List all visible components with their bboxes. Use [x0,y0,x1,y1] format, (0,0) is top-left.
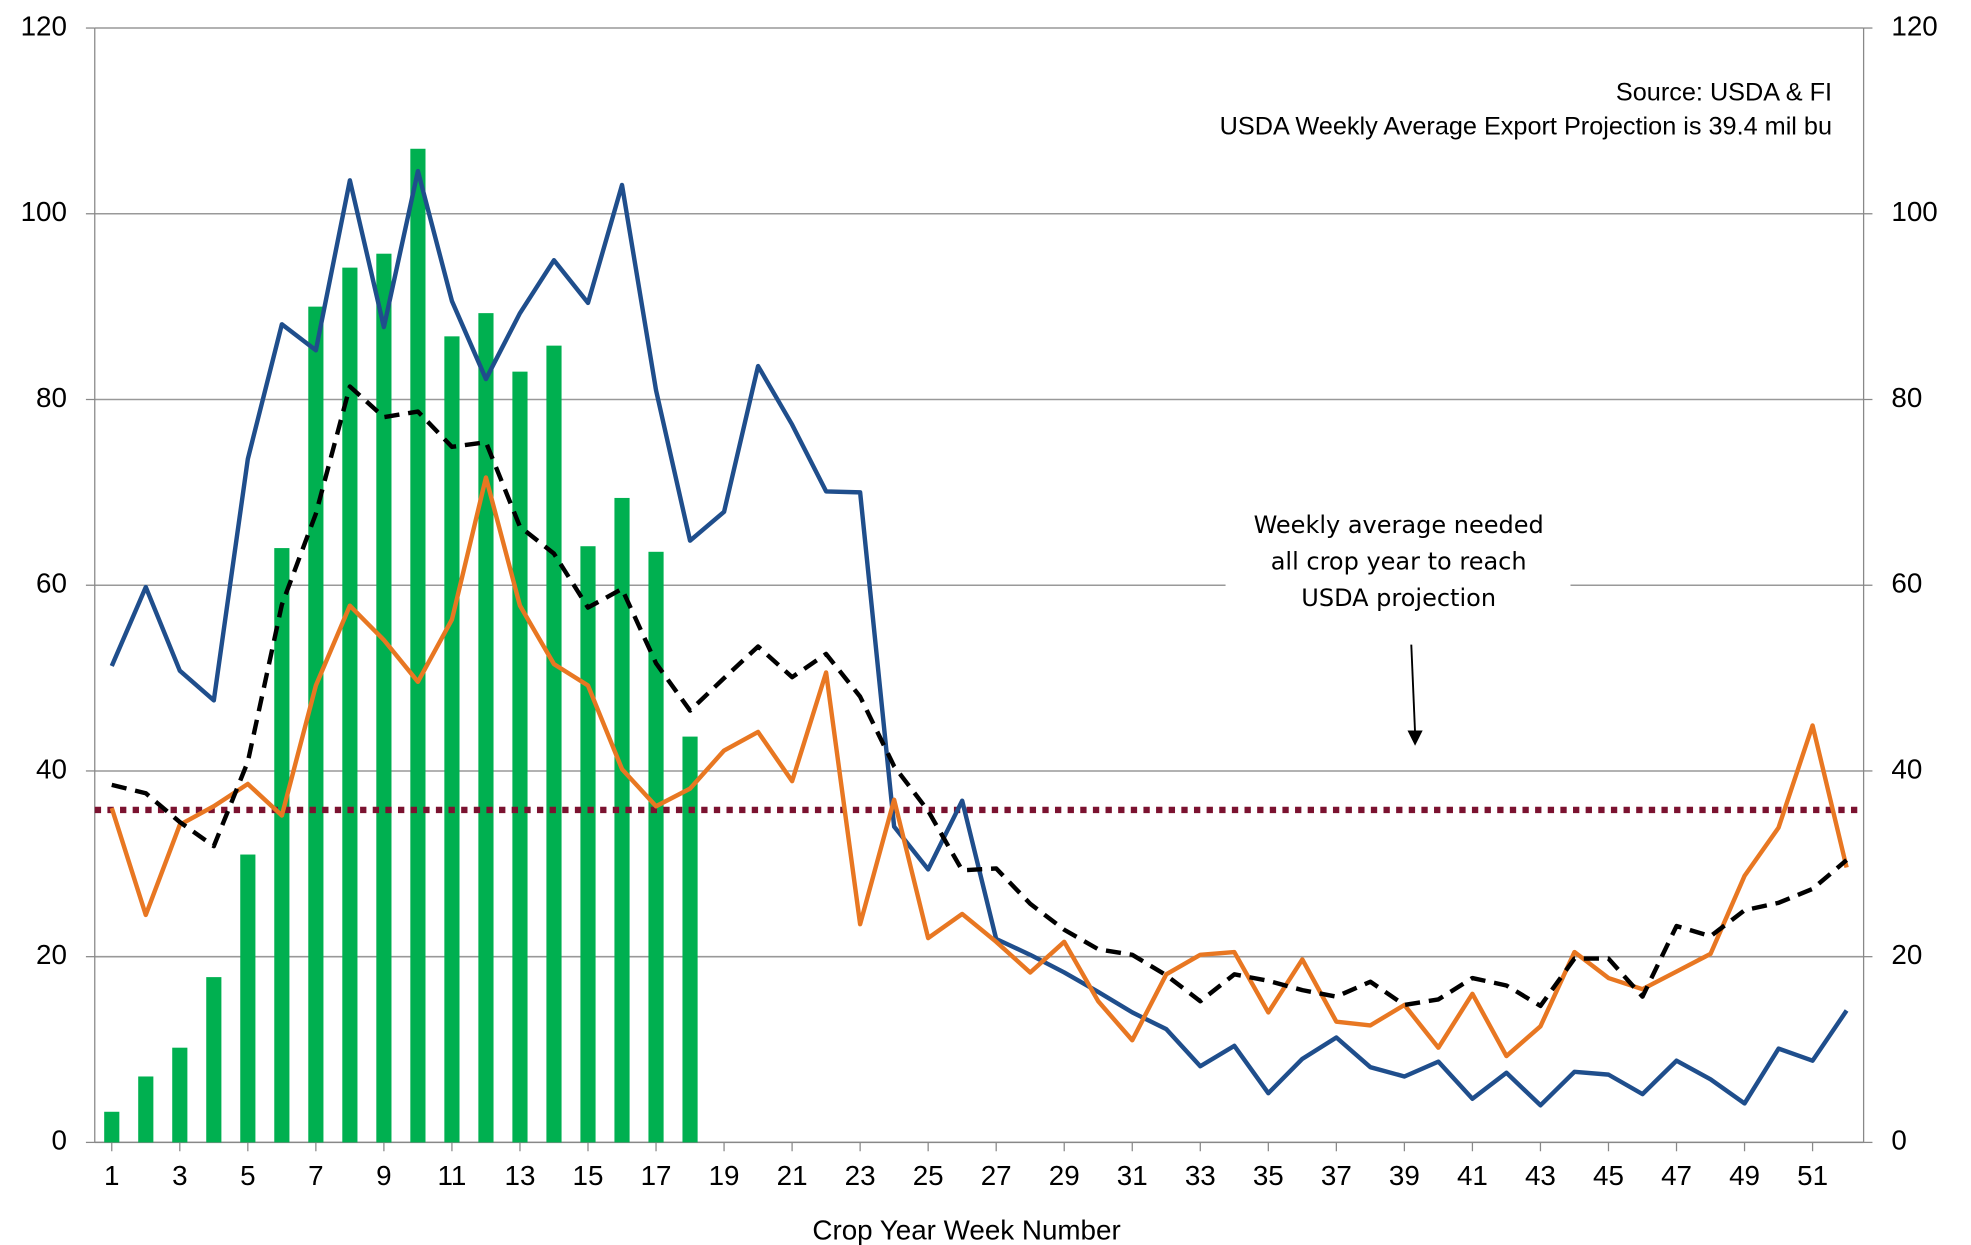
source: Source: USDA & FI [1616,78,1832,106]
x-tick-label: 13 [505,1160,536,1191]
bar [682,736,698,1143]
bar [546,345,562,1143]
bar [138,1076,154,1143]
x-tick-label: 21 [777,1160,808,1191]
x-tick-label: 45 [1593,1160,1624,1191]
bar [308,306,324,1143]
x-tick-label: 17 [641,1160,672,1191]
note: USDA Weekly Average Export Projection is… [1220,113,1832,141]
bar [580,546,596,1143]
y2-tick-label: 40 [1891,753,1922,784]
x-axis-title: Crop Year Week Number [812,1214,1120,1245]
x-tick-label: 9 [376,1160,391,1191]
y2-tick-label: 80 [1891,382,1922,413]
annotation: USDA projection [1301,584,1496,612]
annotation-bg [1225,503,1571,620]
x-tick-label: 37 [1321,1160,1352,1191]
y-tick-label: 120 [21,10,67,41]
y-tick-label: 60 [36,568,67,599]
x-tick-label: 29 [1049,1160,1080,1191]
bar [376,253,392,1143]
x-tick-label: 27 [981,1160,1012,1191]
bar [648,551,664,1143]
y2-tick-label: 120 [1891,10,1937,41]
y2-tick-label: 60 [1891,568,1922,599]
x-tick-label: 11 [438,1160,467,1191]
x-tick-label: 19 [709,1160,740,1191]
bar [172,1047,188,1143]
annotation: Weekly average needed [1254,511,1544,539]
x-tick-label: 41 [1457,1160,1488,1191]
x-tick-label: 25 [913,1160,944,1191]
line [109,475,1849,1059]
x-tick-label: 7 [308,1160,323,1191]
x-tick-label: 35 [1253,1160,1284,1191]
x-tick-label: 5 [240,1160,255,1191]
bar [274,548,290,1143]
x-tick-label: 47 [1661,1160,1692,1191]
x-tick-label: 23 [845,1160,876,1191]
x-tick-label: 49 [1729,1160,1760,1191]
y-tick-label: 80 [36,382,67,413]
bar [614,497,630,1143]
x-tick-label: 43 [1525,1160,1556,1191]
y-tick-label: 20 [36,939,67,970]
y2-tick-label: 20 [1891,939,1922,970]
bar [206,977,222,1143]
bar [478,313,494,1143]
arrow-head [1407,730,1423,746]
x-tick-label: 3 [172,1160,187,1191]
x-tick-label: 51 [1797,1160,1828,1191]
y-tick-label: 40 [36,753,67,784]
y2-tick-label: 0 [1891,1125,1906,1156]
y2-tick-label: 100 [1891,196,1937,227]
x-tick-label: 1 [104,1160,119,1191]
bar [104,1111,120,1143]
bar [410,148,426,1143]
line [109,168,1849,1108]
bar [444,336,460,1143]
annotation-arrow [1410,644,1417,734]
x-tick-label: 15 [573,1160,604,1191]
y-tick-label: 0 [52,1125,67,1156]
x-tick-label: 33 [1185,1160,1216,1191]
x-tick-label: 31 [1117,1160,1148,1191]
y-tick-label: 100 [21,196,67,227]
annotation: all crop year to reach [1271,547,1527,575]
bar [512,371,528,1143]
x-tick-label: 39 [1389,1160,1420,1191]
bar [240,854,256,1143]
bar [342,267,358,1143]
dashed-line [111,384,1849,1009]
